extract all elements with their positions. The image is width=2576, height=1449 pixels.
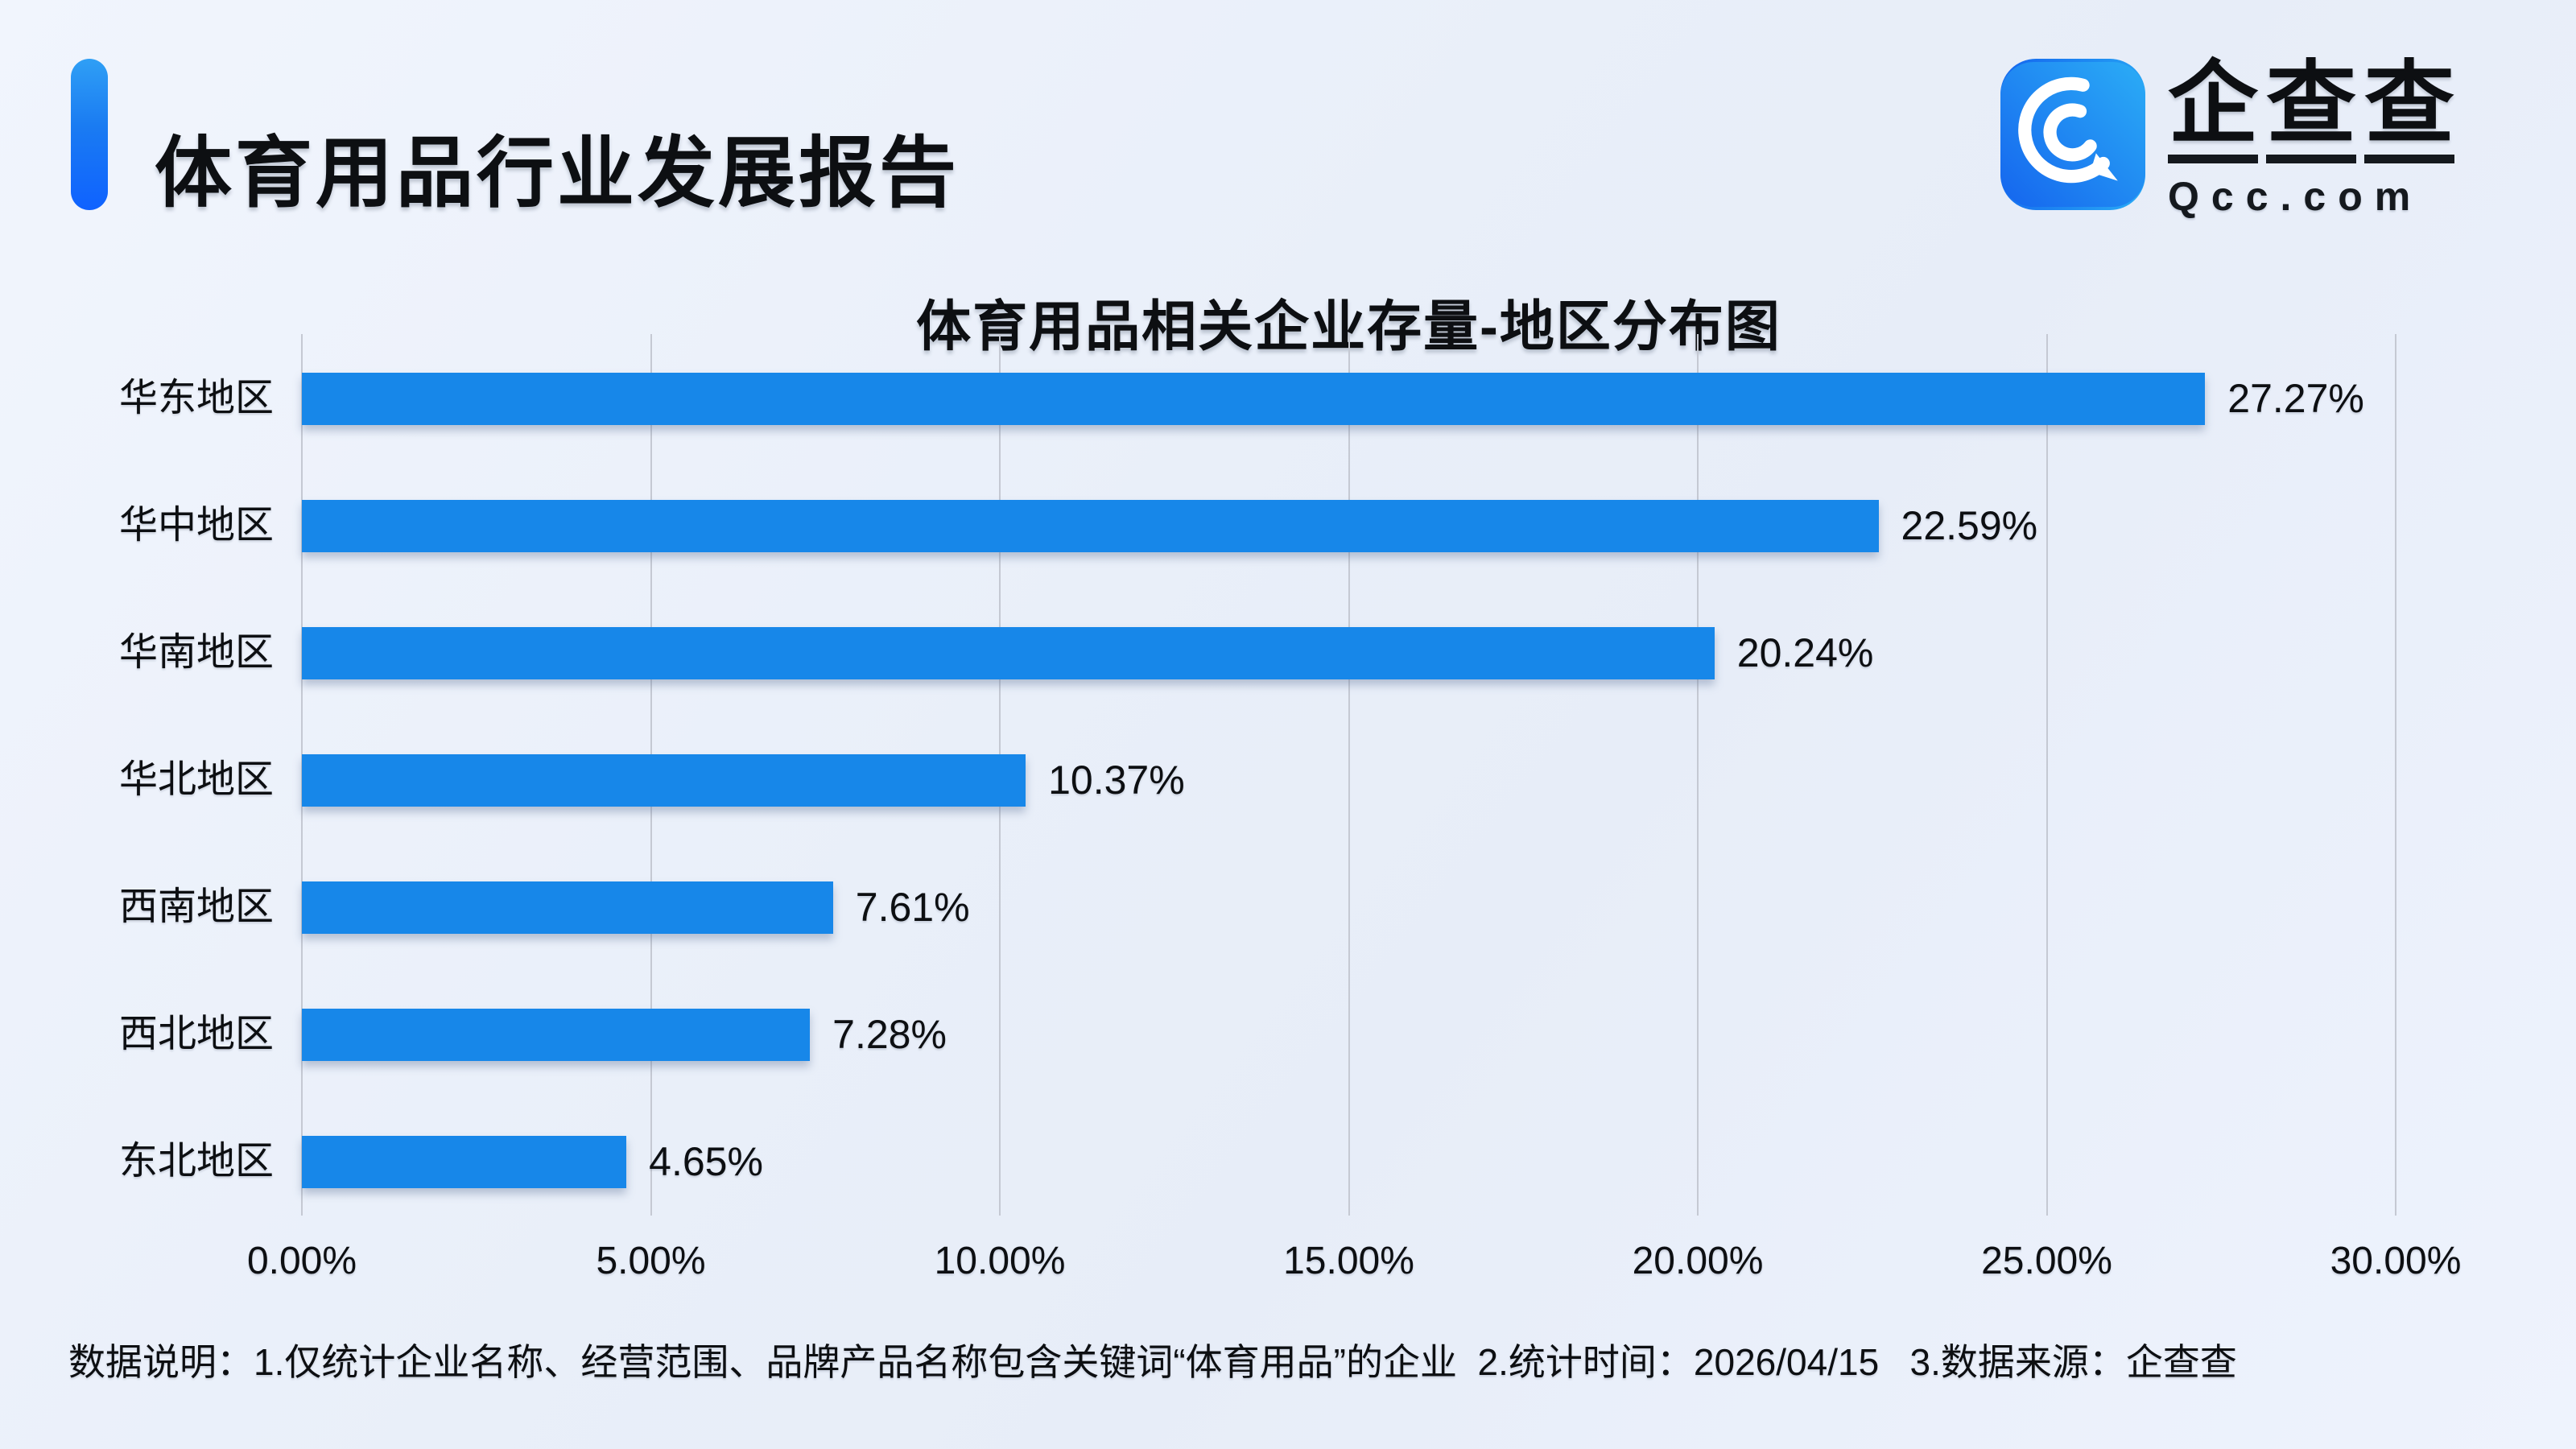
value-label: 4.65%	[649, 1139, 763, 1184]
page-title: 体育用品行业发展报告	[155, 130, 960, 217]
bar	[302, 881, 833, 934]
qcc-logo: 企 查 查 Qcc.com	[2000, 59, 2454, 220]
bar	[302, 499, 1879, 552]
category-label: 东北地区	[118, 1140, 274, 1183]
value-label: 7.28%	[832, 1012, 947, 1057]
x-axis-tick-label: 30.00%	[2330, 1240, 2462, 1282]
x-axis-tick-label: 10.00%	[934, 1240, 1066, 1282]
x-axis-tick-label: 20.00%	[1632, 1240, 1764, 1282]
bar	[302, 753, 1026, 807]
value-label: 20.24%	[1736, 630, 1874, 675]
category-label: 华北地区	[118, 758, 274, 801]
category-label: 华中地区	[118, 504, 274, 547]
x-axis-tick-label: 5.00%	[596, 1240, 706, 1282]
qcc-brand-name: 企 查 查	[2168, 59, 2454, 163]
category-label: 华南地区	[118, 631, 274, 674]
bar	[302, 1008, 811, 1061]
value-label: 27.27%	[2227, 376, 2364, 421]
x-axis-tick-label: 25.00%	[1981, 1240, 2112, 1282]
x-axis-tick-label: 15.00%	[1283, 1240, 1414, 1282]
title-accent-bar	[71, 59, 108, 210]
qcc-magnifier-icon	[2000, 59, 2145, 210]
bar	[302, 1135, 627, 1188]
brand-char: 企	[2168, 59, 2258, 163]
category-label: 西北地区	[118, 1013, 274, 1055]
bar	[302, 626, 1715, 679]
brand-char: 查	[2266, 59, 2356, 163]
gridline	[1697, 334, 1699, 1216]
category-label: 西南地区	[118, 886, 274, 928]
bar	[302, 372, 2206, 425]
value-label: 10.37%	[1048, 758, 1185, 803]
data-note: 数据说明：1.仅统计企业名称、经营范围、品牌产品名称包含关键词“体育用品”的企业…	[68, 1341, 2237, 1383]
gridline	[1348, 334, 1350, 1216]
brand-char: 查	[2364, 59, 2454, 163]
x-axis-tick-label: 0.00%	[246, 1240, 357, 1282]
qcc-logo-text: 企 查 查 Qcc.com	[2168, 59, 2454, 220]
gridline	[2046, 334, 2048, 1216]
qcc-domain-text: Qcc.com	[2168, 174, 2423, 219]
plot-area: 0.00% 5.00% 10.00% 15.00% 20.00% 25.00% 30.00%…	[119, 334, 2461, 1282]
value-label: 22.59%	[1901, 503, 2038, 548]
gridline	[2395, 334, 2396, 1216]
category-label: 华东地区	[118, 377, 274, 419]
value-label: 7.61%	[855, 885, 970, 930]
